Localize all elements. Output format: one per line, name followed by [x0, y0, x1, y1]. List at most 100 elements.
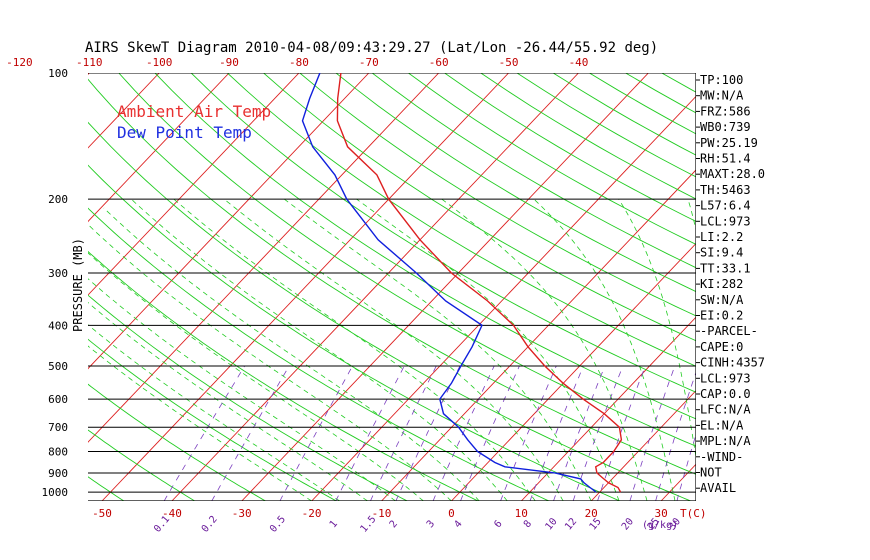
stability-index-item: EL:N/A: [700, 418, 744, 432]
pressure-tick-label: 300: [48, 267, 68, 280]
moist-adiabat-line: [284, 198, 592, 501]
isotherm-line: [88, 73, 300, 296]
mixing-ratio-line: [553, 365, 606, 501]
dry-adiabat-line: [88, 164, 621, 501]
stability-index-item: MPL:N/A: [700, 434, 751, 448]
mixing-ratio-label: 1: [328, 519, 340, 531]
isotherm-line: [88, 73, 440, 443]
y-axis-label: PRESSURE (MB): [71, 238, 85, 332]
mixing-ratio-label: 10: [543, 516, 559, 532]
pressure-tick-label: 1000: [42, 486, 69, 499]
bottom-temp-tick-label: -10: [372, 507, 392, 520]
moist-adiabat-line: [88, 252, 424, 501]
stability-index-item: LFC:N/A: [700, 403, 751, 417]
dry-adiabat-line: [371, 73, 696, 269]
stability-index-item: MAXT:28.0: [700, 167, 765, 181]
profile-lines: [301, 73, 623, 493]
stability-index-item: MW:N/A: [700, 89, 744, 103]
pressure-tick-label: 500: [48, 360, 68, 373]
mixing-ratio-line: [655, 371, 696, 501]
bottom-temp-tick-label: 20: [585, 507, 598, 520]
dry-adiabat-line: [807, 73, 870, 501]
legend-entry-dewpoint: Dew Point Temp: [117, 123, 252, 142]
stability-index-item: SW:N/A: [700, 293, 744, 307]
dry-adiabat-line: [88, 429, 195, 501]
dry-adiabat-line: [88, 121, 691, 501]
mixing-ratio-label: 8: [522, 519, 534, 531]
pressure-tick-label: 700: [48, 421, 68, 434]
isotherm-line: [88, 73, 230, 223]
stability-index-item: CINH:4357: [700, 356, 765, 370]
dry-adiabat-lines: [88, 73, 870, 501]
dry-adiabat-line: [843, 73, 870, 501]
mixing-ratio-lines: [163, 365, 696, 501]
mixing-ratio-line: [529, 365, 584, 501]
stability-index-item: WB0:739: [700, 120, 751, 134]
moist-adiabat-line: [88, 345, 312, 501]
stability-index-item: RH:51.4: [700, 152, 751, 166]
bottom-temp-tick-label: -30: [232, 507, 252, 520]
dry-adiabat-line: [480, 73, 696, 200]
moist-adiabat-line: [173, 198, 536, 501]
mixing-ratio-label: 3: [425, 519, 437, 531]
stability-index-item: NOT: [700, 466, 722, 480]
bottom-temp-tick-label: -40: [162, 507, 182, 520]
dry-adiabat-line: [263, 73, 696, 342]
bottom-temp-tick-label: 30: [654, 507, 667, 520]
stability-index-item: PW:25.19: [700, 136, 758, 150]
stability-index-item: FRZ:586: [700, 104, 751, 118]
moist-adiabat-line: [224, 198, 564, 501]
mixing-ratio-line: [279, 365, 353, 501]
dry-adiabat-line: [118, 73, 696, 447]
legend-entry-ambient: Ambient Air Temp: [117, 102, 271, 121]
dry-adiabat-line: [88, 383, 266, 501]
moist-adiabat-line: [88, 278, 396, 501]
pressure-tick-label: 200: [48, 193, 68, 206]
chart-title: AIRS SkewT Diagram 2010-04-08/09:43:29.2…: [85, 40, 658, 56]
top-temp-tick-labels: -120 -110 -100 -90 -80 -70 -60 -50 -40: [6, 56, 588, 69]
isotherm-line: [520, 316, 696, 501]
mixing-ratio-label: 4: [452, 519, 464, 531]
stability-index-item: KI:282: [700, 277, 743, 291]
mixing-ratio-line: [432, 365, 495, 501]
pressure-tick-label: 600: [48, 393, 68, 406]
stability-index-item: TH:5463: [700, 183, 751, 197]
mixing-ratio-label: 6: [492, 519, 504, 531]
bottom-temp-tick-labels: -50 -40 -30 -20 -10 0 10 20 30: [92, 507, 668, 520]
mixing-ratio-line: [676, 432, 696, 501]
x-axis-unit-label: T(C): [680, 507, 707, 520]
moist-adiabat-line: [533, 198, 676, 501]
isotherm-line: [241, 73, 649, 501]
mixing-ratio-line: [370, 365, 437, 501]
isobar-lines: [88, 73, 696, 501]
top-temp-tick-label: -70: [359, 56, 379, 69]
isotherm-line: [171, 73, 579, 501]
top-temp-tick-label: -80: [289, 56, 309, 69]
mixing-ratio-label: 12: [563, 516, 579, 532]
dry-adiabat-line: [88, 294, 408, 501]
top-temp-tick-label: -100: [146, 56, 173, 69]
dry-adiabat-line: [190, 73, 696, 393]
stability-index-item: -PARCEL-: [700, 324, 758, 338]
mixing-ratio-line: [500, 365, 557, 501]
moist-adiabat-line: [88, 301, 368, 501]
dewpoint-temp-line: [301, 73, 597, 493]
mixing-ratio-label: 20: [620, 516, 636, 532]
mixing-ratio-line: [597, 365, 646, 501]
mixing-ratio-line: [335, 365, 405, 501]
isotherm-line: [88, 73, 370, 370]
mixing-ratio-line: [572, 365, 624, 501]
moist-adiabat-line: [441, 198, 648, 501]
moist-adiabat-line: [88, 324, 340, 501]
ambient-temp-line: [336, 73, 623, 493]
dry-adiabat-line: [516, 73, 696, 178]
mixing-ratio-label: 0.2: [200, 514, 220, 535]
dry-adiabat-line: [88, 250, 479, 501]
pressure-tick-label: 800: [48, 446, 68, 459]
stability-index-item: LCL:973: [700, 214, 751, 228]
moist-adiabat-line: [131, 198, 508, 501]
moist-adiabat-line: [356, 198, 620, 501]
top-temp-tick-label: -50: [499, 56, 519, 69]
isotherm-line: [88, 73, 160, 149]
